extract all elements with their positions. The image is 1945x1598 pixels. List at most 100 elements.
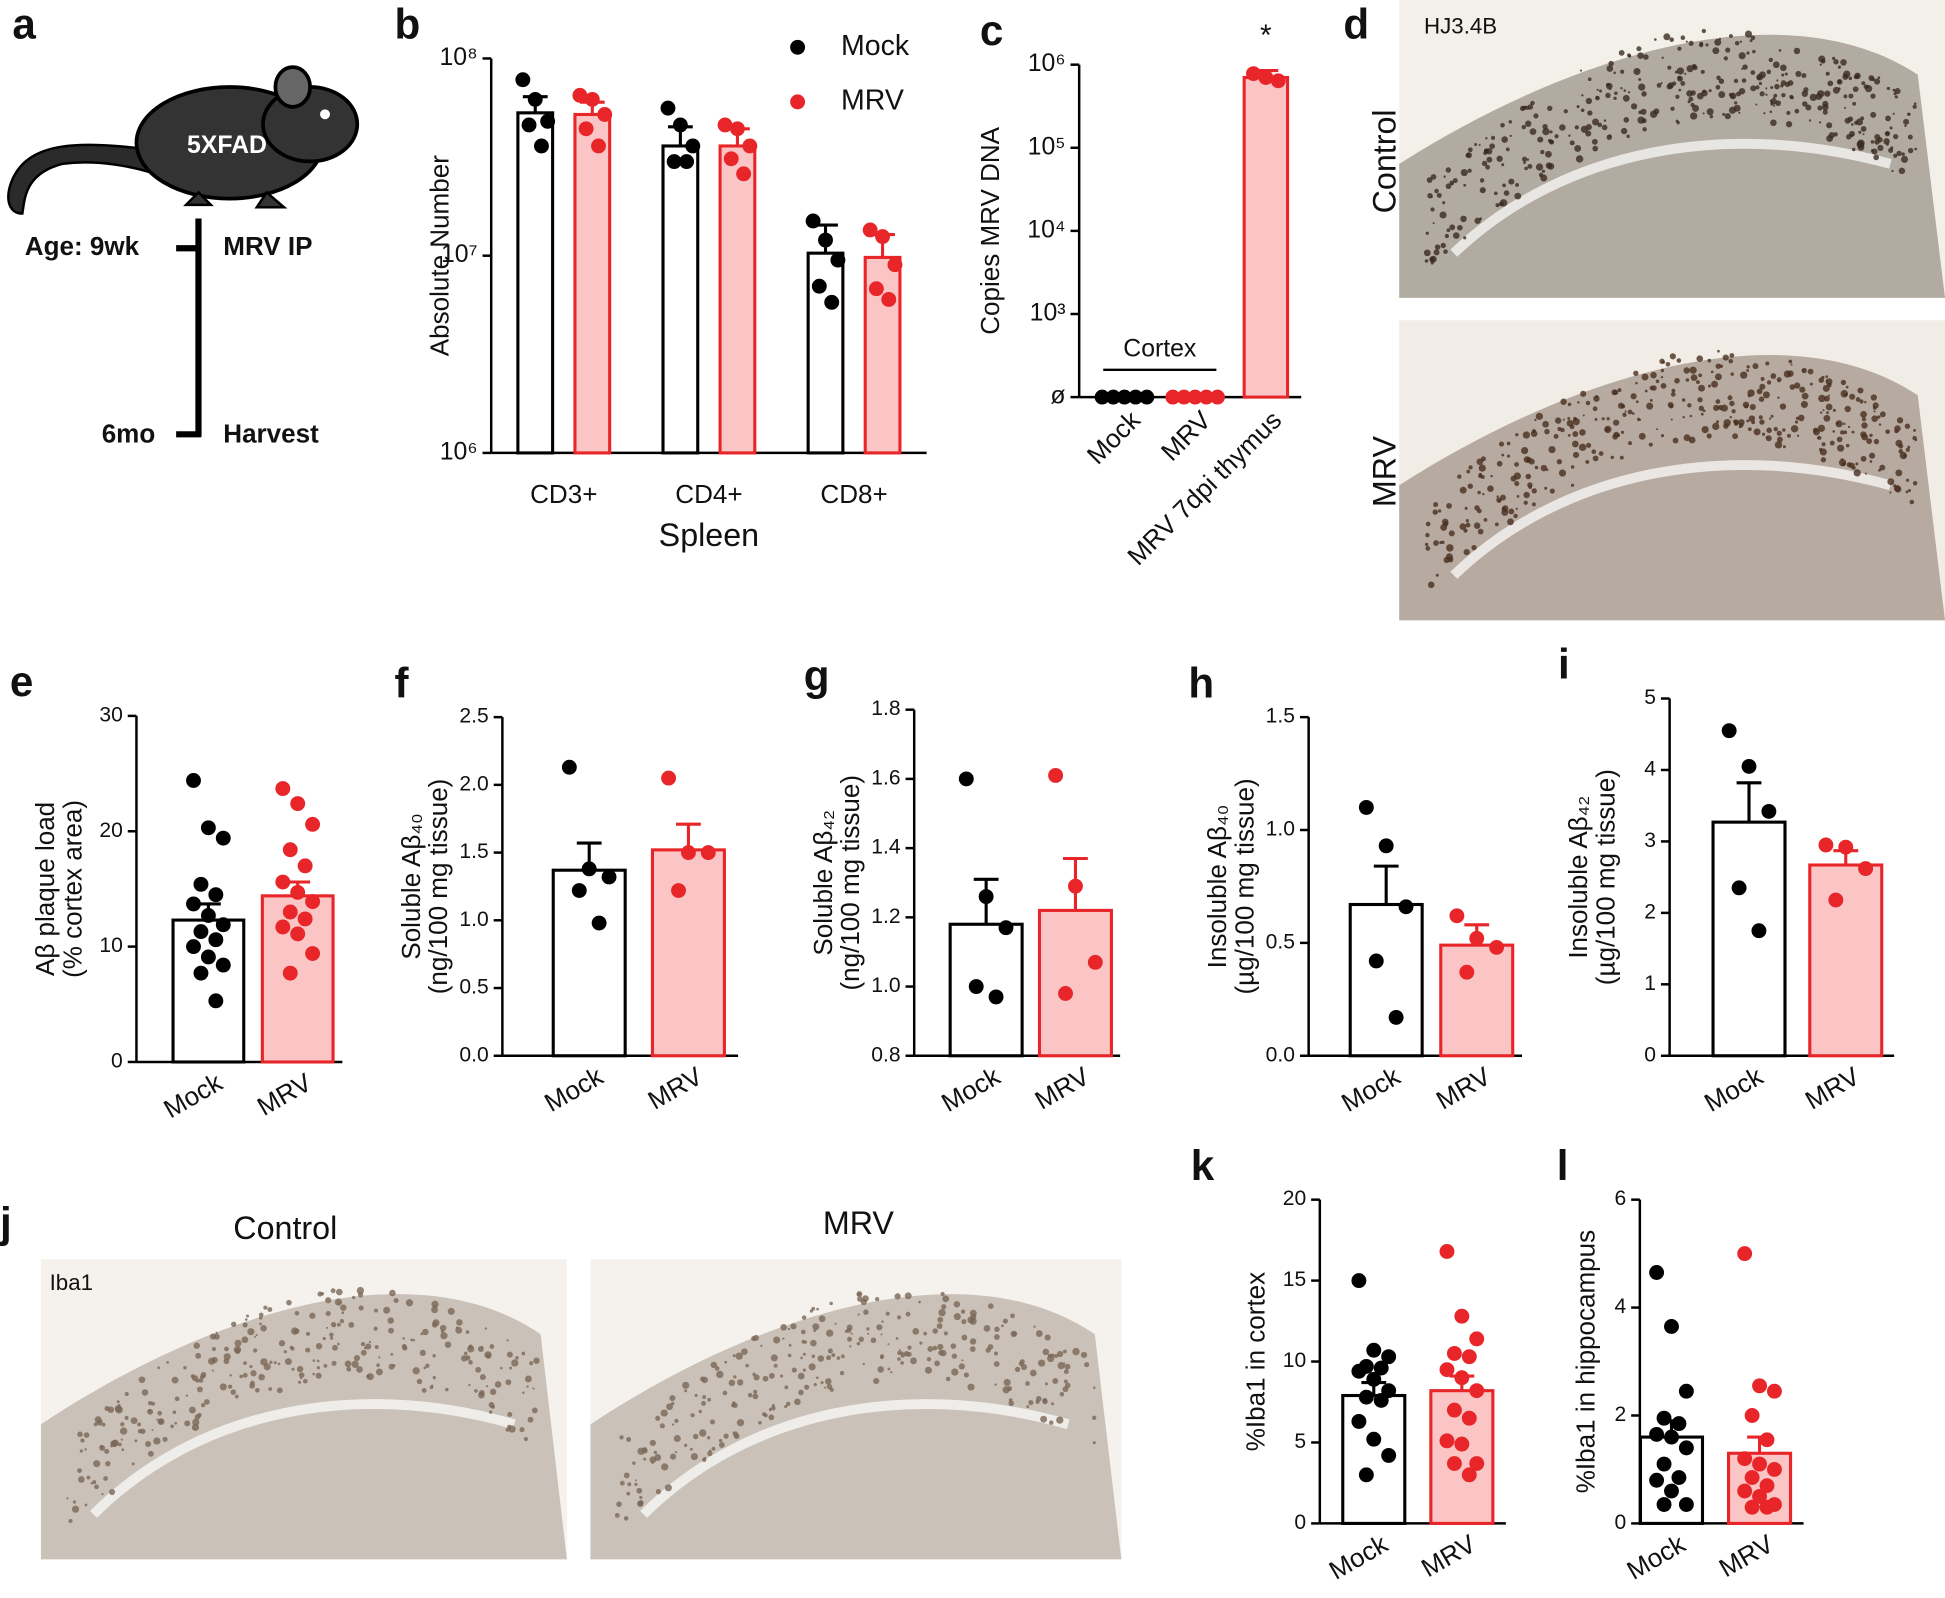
stain-dot (1471, 544, 1477, 551)
data-point (1105, 389, 1121, 405)
data-point (305, 894, 321, 910)
stain-dot (1425, 231, 1429, 235)
stain-dot (1782, 428, 1786, 432)
data-point (282, 904, 298, 920)
stain-dot (1501, 453, 1505, 457)
stain-dot (1496, 495, 1499, 498)
y-axis-label: (ng/100 mg tissue) (423, 779, 453, 995)
stain-dot (1620, 127, 1628, 135)
stain-dot (1478, 464, 1486, 472)
stain-dot (1773, 93, 1778, 98)
stain-dot (1753, 428, 1761, 436)
image-label: MRV (823, 1205, 895, 1241)
legend-marker (790, 94, 806, 110)
data-point (1258, 70, 1274, 85)
stain-dot (1623, 89, 1627, 92)
data-point (1128, 389, 1144, 405)
stain-dot (1579, 69, 1582, 72)
stain-dot (1892, 88, 1896, 92)
panel-letter: g (804, 652, 830, 699)
stain-dot (1585, 97, 1593, 105)
stain-dot (1660, 368, 1665, 373)
stain-dot (1619, 455, 1624, 460)
y-tick-label: 4 (1614, 1295, 1626, 1318)
stain-dot (1553, 433, 1559, 439)
stain-dot (1433, 249, 1440, 256)
stain-dot (263, 1305, 268, 1310)
stain-dot (753, 1374, 760, 1381)
stain-dot (1888, 147, 1894, 153)
stain-dot (1434, 188, 1439, 194)
stain-dot (1789, 94, 1794, 99)
stain-dot (1467, 147, 1473, 153)
stain-dot (802, 1368, 806, 1372)
stain-dot (1501, 163, 1505, 167)
stain-dot (440, 1324, 447, 1332)
stain-dot (1819, 63, 1822, 66)
stain-dot (1037, 1359, 1046, 1367)
y-tick-label: 20 (1283, 1187, 1306, 1210)
stain-dot (1692, 104, 1700, 112)
data-point (1656, 1410, 1672, 1426)
stain-dot (68, 1518, 73, 1524)
stain-dot (1574, 145, 1582, 152)
stain-dot (1474, 505, 1480, 511)
stain-dot (1765, 87, 1768, 90)
stain-dot (1687, 100, 1691, 104)
stain-dot (1907, 112, 1911, 117)
data-point (1246, 66, 1261, 82)
stain-dot (316, 1359, 320, 1363)
data-point (679, 154, 695, 170)
stain-dot (336, 1322, 341, 1327)
stain-dot (215, 1331, 218, 1335)
stain-dot (360, 1349, 367, 1356)
stain-dot (291, 1367, 295, 1371)
stain-dot (1809, 93, 1818, 102)
stain-dot (1618, 49, 1625, 56)
stain-dot (1762, 391, 1770, 399)
stain-dot (1567, 416, 1571, 420)
stain-dot (941, 1304, 947, 1310)
data-point (742, 138, 758, 154)
panel-letter: c (980, 7, 1003, 54)
stain-dot (1686, 90, 1693, 97)
stain-dot (825, 1378, 832, 1385)
stain-dot (1894, 88, 1901, 95)
bar (1429, 1389, 1495, 1525)
stain-dot (1541, 169, 1546, 173)
stain-dot (302, 1378, 308, 1384)
stain-dot (410, 1338, 414, 1342)
stain-dot (1794, 382, 1801, 389)
stain-dot (993, 1334, 1000, 1340)
stain-dot (1437, 509, 1442, 513)
stain-dot (1893, 153, 1898, 158)
stain-dot (1769, 417, 1772, 420)
stain-dot (1759, 419, 1765, 425)
stain-dot (96, 1419, 103, 1426)
data-point (1446, 1456, 1462, 1471)
y-axis-label: Aβ plaque load (30, 802, 60, 976)
stain-dot (1576, 105, 1580, 109)
stain-dot (1744, 404, 1749, 409)
stain-dot (183, 1366, 187, 1370)
stain-dot (1752, 49, 1756, 54)
stain-dot (1698, 42, 1704, 48)
stain-dot (224, 1346, 229, 1352)
stain-dot (1770, 85, 1774, 89)
stain-dot (897, 1315, 902, 1320)
stain-dot (839, 1370, 845, 1376)
stain-dot (1878, 468, 1882, 472)
bar (551, 868, 627, 1058)
stain-dot (1654, 38, 1657, 41)
stain-dot (485, 1385, 489, 1388)
stain-dot (1842, 422, 1846, 426)
stain-dot (1853, 74, 1859, 80)
stain-dot (820, 1381, 824, 1385)
stain-dot (416, 1378, 423, 1385)
stain-dot (877, 1366, 885, 1373)
y-tick-label: 15 (1283, 1268, 1306, 1291)
stain-dot (1862, 133, 1865, 136)
stain-dot (1833, 59, 1839, 65)
data-point (1366, 1371, 1382, 1387)
data-point (1461, 1349, 1477, 1365)
